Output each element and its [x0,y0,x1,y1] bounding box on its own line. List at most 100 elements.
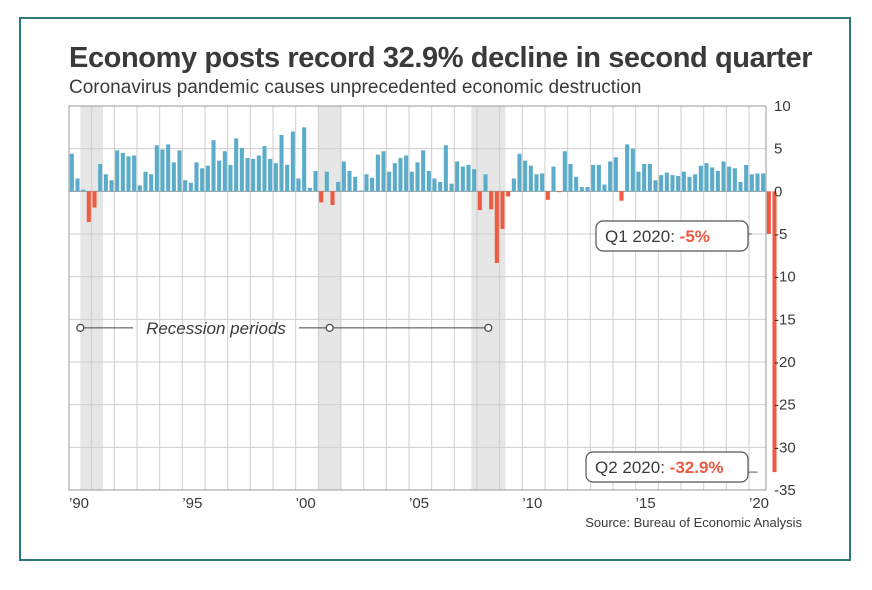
callout-text: Q2 2020: -32.9% [595,458,724,477]
bar [438,181,443,192]
bar [200,168,205,192]
bar [273,163,278,192]
bar [75,178,80,192]
bar [358,190,363,192]
callout-box [595,220,749,252]
bar [217,160,222,192]
bar [415,162,420,192]
y-tick-label: -25 [774,397,796,414]
bar [296,178,301,192]
source-note: Source: Bureau of Economic Analysis [585,515,802,530]
bar [477,191,482,211]
bar [392,163,397,192]
bar [534,174,539,192]
recession-label: Recession periods [146,319,286,338]
callout-value: -32.9% [670,458,724,477]
bar [398,158,403,192]
bar [341,161,346,192]
bar [211,140,216,192]
y-tick-label: 0 [774,183,782,200]
bar [160,149,165,192]
bar [245,158,250,192]
x-tick-label: ’00 [296,495,316,512]
bar [81,189,86,192]
bar [511,178,516,192]
bar [370,177,375,192]
bar [222,151,227,192]
bar [132,155,137,192]
bar [551,166,556,192]
bar [347,170,352,192]
bar [205,165,210,192]
bar [302,127,307,192]
y-tick-label: 10 [774,98,791,115]
chart-subtitle: Coronavirus pandemic causes unprecedente… [69,77,642,98]
bar [149,174,154,192]
bar [137,185,142,192]
bar [313,170,318,192]
bar [324,171,329,192]
bar [715,170,720,192]
bar [443,145,448,192]
bar [177,150,182,192]
y-tick-label: -10 [774,269,796,286]
bar [353,176,358,192]
bar [409,171,414,192]
bar [500,191,505,229]
y-tick-label: -15 [774,311,796,328]
bar [540,173,545,192]
bar [256,155,261,192]
recession-marker [76,323,85,332]
recession-band [471,106,506,490]
y-tick-label: 5 [774,141,782,158]
bar [404,155,409,192]
chart-title: Economy posts record 32.9% decline in se… [69,42,813,74]
y-tick-label: -30 [774,439,796,456]
bar [336,181,341,192]
bar [727,166,732,192]
bar [166,144,171,192]
bar [426,170,431,192]
bar [596,164,601,192]
bar [268,158,273,192]
bar [664,172,669,192]
bar [86,191,91,223]
bar [472,169,477,192]
x-tick-label: ’90 [69,495,89,512]
bar [387,171,392,192]
bar [449,183,454,192]
callout-box [585,451,749,483]
bar [557,191,562,193]
bar [687,176,692,192]
y-tick-label: -35 [774,482,796,499]
bar [579,187,584,192]
bar [432,178,437,192]
bar [574,176,579,192]
y-tick-label: -5 [774,226,787,243]
recession-marker [325,323,334,332]
bar [234,138,239,192]
bar [562,151,567,192]
bar [126,156,131,192]
bar [506,191,511,197]
grid-lines [68,105,767,491]
bar [676,175,681,192]
bar [489,191,494,210]
bar [704,163,709,192]
bar [721,161,726,192]
bar [307,187,312,192]
bar [585,187,590,192]
bar [630,148,635,192]
callout-value: -5% [680,227,710,246]
bar [103,174,108,192]
bar [766,191,771,234]
bar [183,180,188,192]
x-tick-label: ’05 [409,495,429,512]
bar [154,145,159,192]
y-tick-label: -20 [774,354,796,371]
callout-period: Q2 2020: [595,458,670,477]
bar [608,161,613,192]
bar [290,131,295,192]
bar [262,146,267,192]
